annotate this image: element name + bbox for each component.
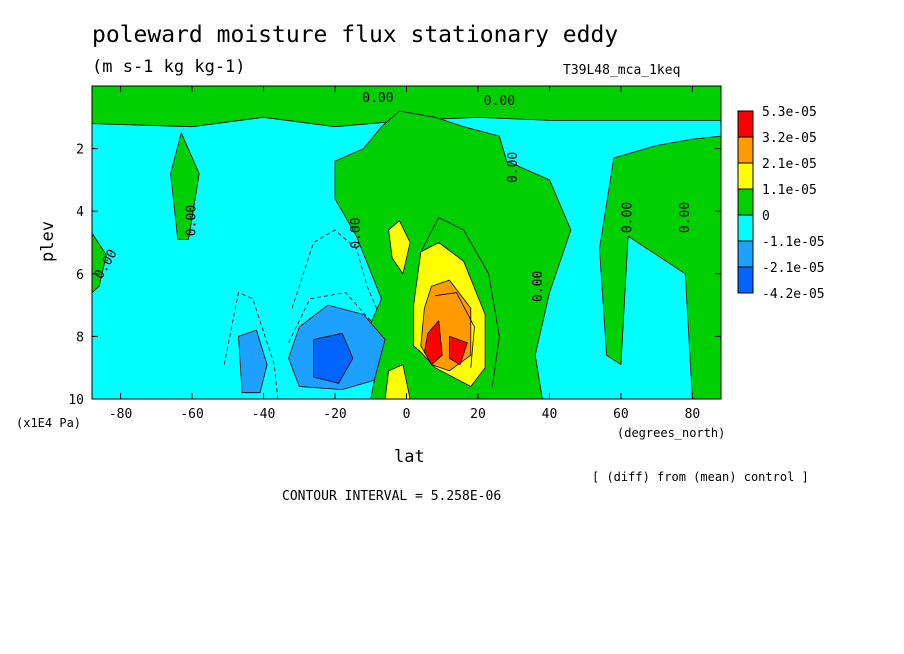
contour-interval: CONTOUR INTERVAL = 5.258E-06 xyxy=(282,489,502,504)
run-label: T39L48_mca_1keq xyxy=(563,63,681,78)
x-axis-label: lat xyxy=(394,447,425,467)
legend-swatch-7 xyxy=(737,266,754,294)
contour-label-7: 0.00 xyxy=(531,271,546,302)
comparison-note: [ (diff) from (mean) control ] xyxy=(592,470,809,484)
chart-units: (m s-1 kg kg-1) xyxy=(92,57,246,77)
contour-label-2: 0.00 xyxy=(484,94,515,109)
x-tick-label--20: -20 xyxy=(323,407,346,422)
legend-level-5: 0 xyxy=(762,209,770,224)
x-tick-label--80: -80 xyxy=(109,407,132,422)
contour-label-6: 0.00 xyxy=(349,217,364,248)
chart-title: poleward moisture flux stationary eddy xyxy=(92,22,619,48)
contour-region-positive-strip-west xyxy=(170,132,200,240)
contour-region-positive-max-east xyxy=(448,335,468,366)
contour-label-3: 0.00 xyxy=(506,152,521,183)
legend-swatch-5 xyxy=(737,214,754,242)
contour-region-negative-core-south xyxy=(313,332,354,384)
legend-level-1: 5.3e-05 xyxy=(762,105,817,120)
contour-line-3 xyxy=(288,292,372,343)
contour-label-8: 0.00 xyxy=(621,202,636,233)
y-tick-label-4: 4 xyxy=(76,205,84,220)
contour-label-4: 0.00 xyxy=(185,205,200,236)
y-tick-label-10: 10 xyxy=(68,393,84,408)
plot-area: 0.00 0.000.000.000.000.000.000.00 0.00 xyxy=(92,86,721,399)
contour-region-positive-edge-west xyxy=(92,232,107,294)
y-axis-unit: (x1E4 Pa) xyxy=(16,416,82,430)
legend-swatch-1 xyxy=(737,110,754,138)
contour-label-9: 0.00 xyxy=(678,202,693,233)
contour-line-2 xyxy=(291,229,379,312)
contour-label-1: 0.00 xyxy=(362,91,393,106)
legend-swatch-2 xyxy=(737,136,754,164)
legend-level-6: -1.1e-05 xyxy=(762,235,825,250)
legend-level-3: 2.1e-05 xyxy=(762,157,817,172)
legend: 5.3e-05 3.2e-05 2.1e-05 1.1e-05 0 -1.1e-05 -2.… xyxy=(737,105,825,302)
x-tick-label-0: 0 xyxy=(403,407,411,422)
x-axis-unit: (degrees_north) xyxy=(617,426,726,440)
y-tick-label-8: 8 xyxy=(76,330,84,345)
contour-region-positive-upper-lobe xyxy=(388,220,411,275)
x-tick-label-40: 40 xyxy=(542,407,558,422)
x-tick-label-20: 20 xyxy=(470,407,486,422)
legend-level-4: 1.1e-05 xyxy=(762,183,817,198)
contour-line-1 xyxy=(223,292,279,399)
x-tick-label-80: 80 xyxy=(685,407,701,422)
contour-region-positive-band-top xyxy=(92,86,721,128)
contour-region-positive-lower-lobe xyxy=(384,364,411,399)
legend-swatch-4 xyxy=(737,188,754,216)
legend-level-2: 3.2e-05 xyxy=(762,131,817,146)
contour-region-negative-patch-west xyxy=(238,329,268,394)
y-tick-label-6: 6 xyxy=(76,268,84,283)
legend-level-7: -2.1e-05 xyxy=(762,261,825,276)
x-tick-label-60: 60 xyxy=(613,407,629,422)
x-tick-label--40: -40 xyxy=(252,407,275,422)
contour-line-4 xyxy=(420,216,500,387)
legend-swatch-3 xyxy=(737,162,754,190)
y-tick-label-2: 2 xyxy=(76,143,84,158)
legend-swatch-6 xyxy=(737,240,754,268)
contour-region-positive-column-east xyxy=(599,135,721,399)
x-tick-label--60: -60 xyxy=(180,407,203,422)
axes: -80 -60 -40 -20 0 20 40 60 80 2 4 6 8 10 xyxy=(68,86,721,422)
contour-region-positive-max-west xyxy=(423,320,443,366)
legend-level-8: -4.2e-05 xyxy=(762,287,825,302)
contour-line-5 xyxy=(435,292,475,368)
